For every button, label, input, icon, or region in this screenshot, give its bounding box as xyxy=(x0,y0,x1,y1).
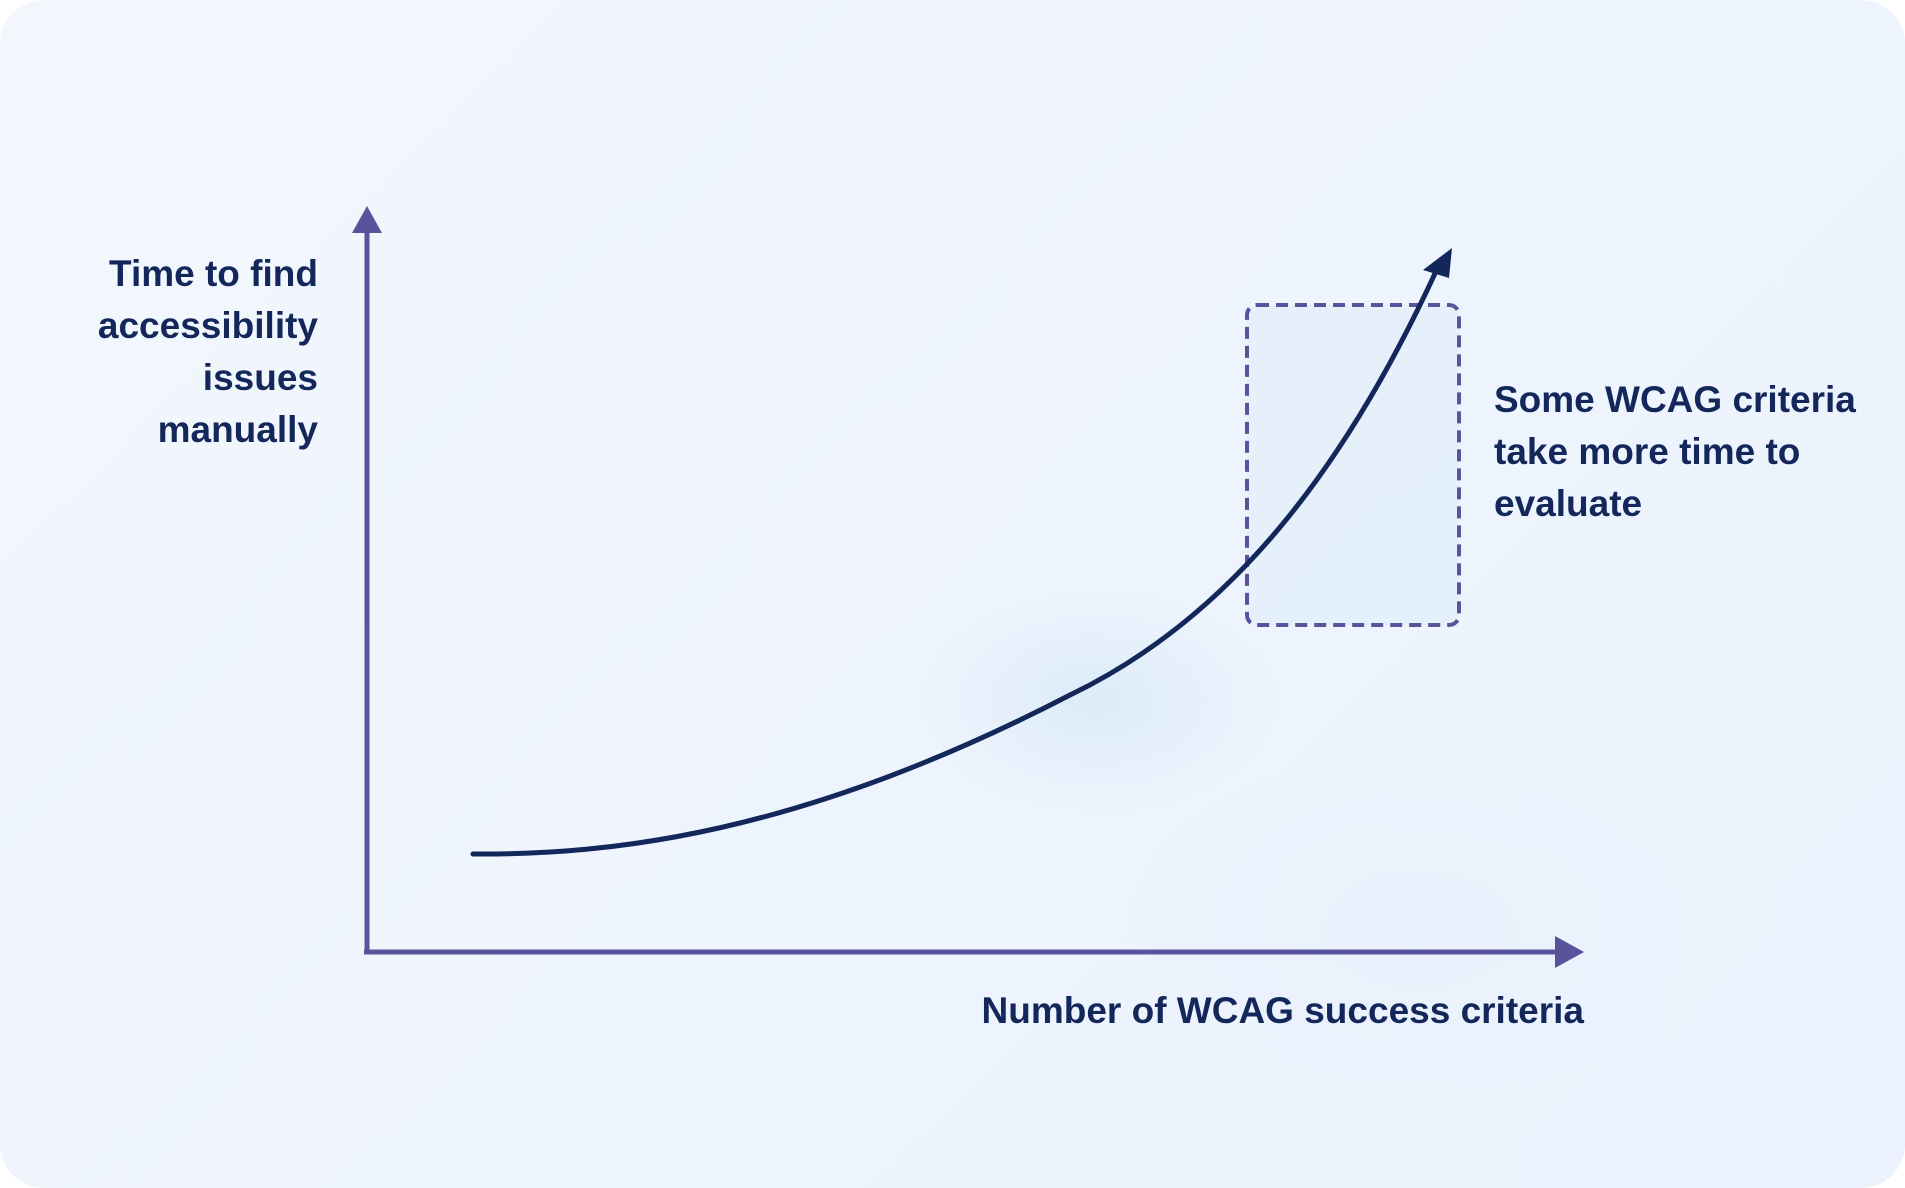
highlight-box xyxy=(1245,303,1461,627)
series-line-time-curve xyxy=(470,264,1441,857)
curve-arrowhead xyxy=(1423,248,1452,278)
x-axis-arrowhead xyxy=(1555,936,1584,968)
y-axis-arrowhead xyxy=(352,206,382,233)
x-axis-label: Number of WCAG success criteria xyxy=(981,990,1584,1031)
y-axis-label: Time to find accessibility issues manual… xyxy=(97,253,318,450)
annotation-text: Some WCAG criteria take more time to eva… xyxy=(1494,379,1856,524)
